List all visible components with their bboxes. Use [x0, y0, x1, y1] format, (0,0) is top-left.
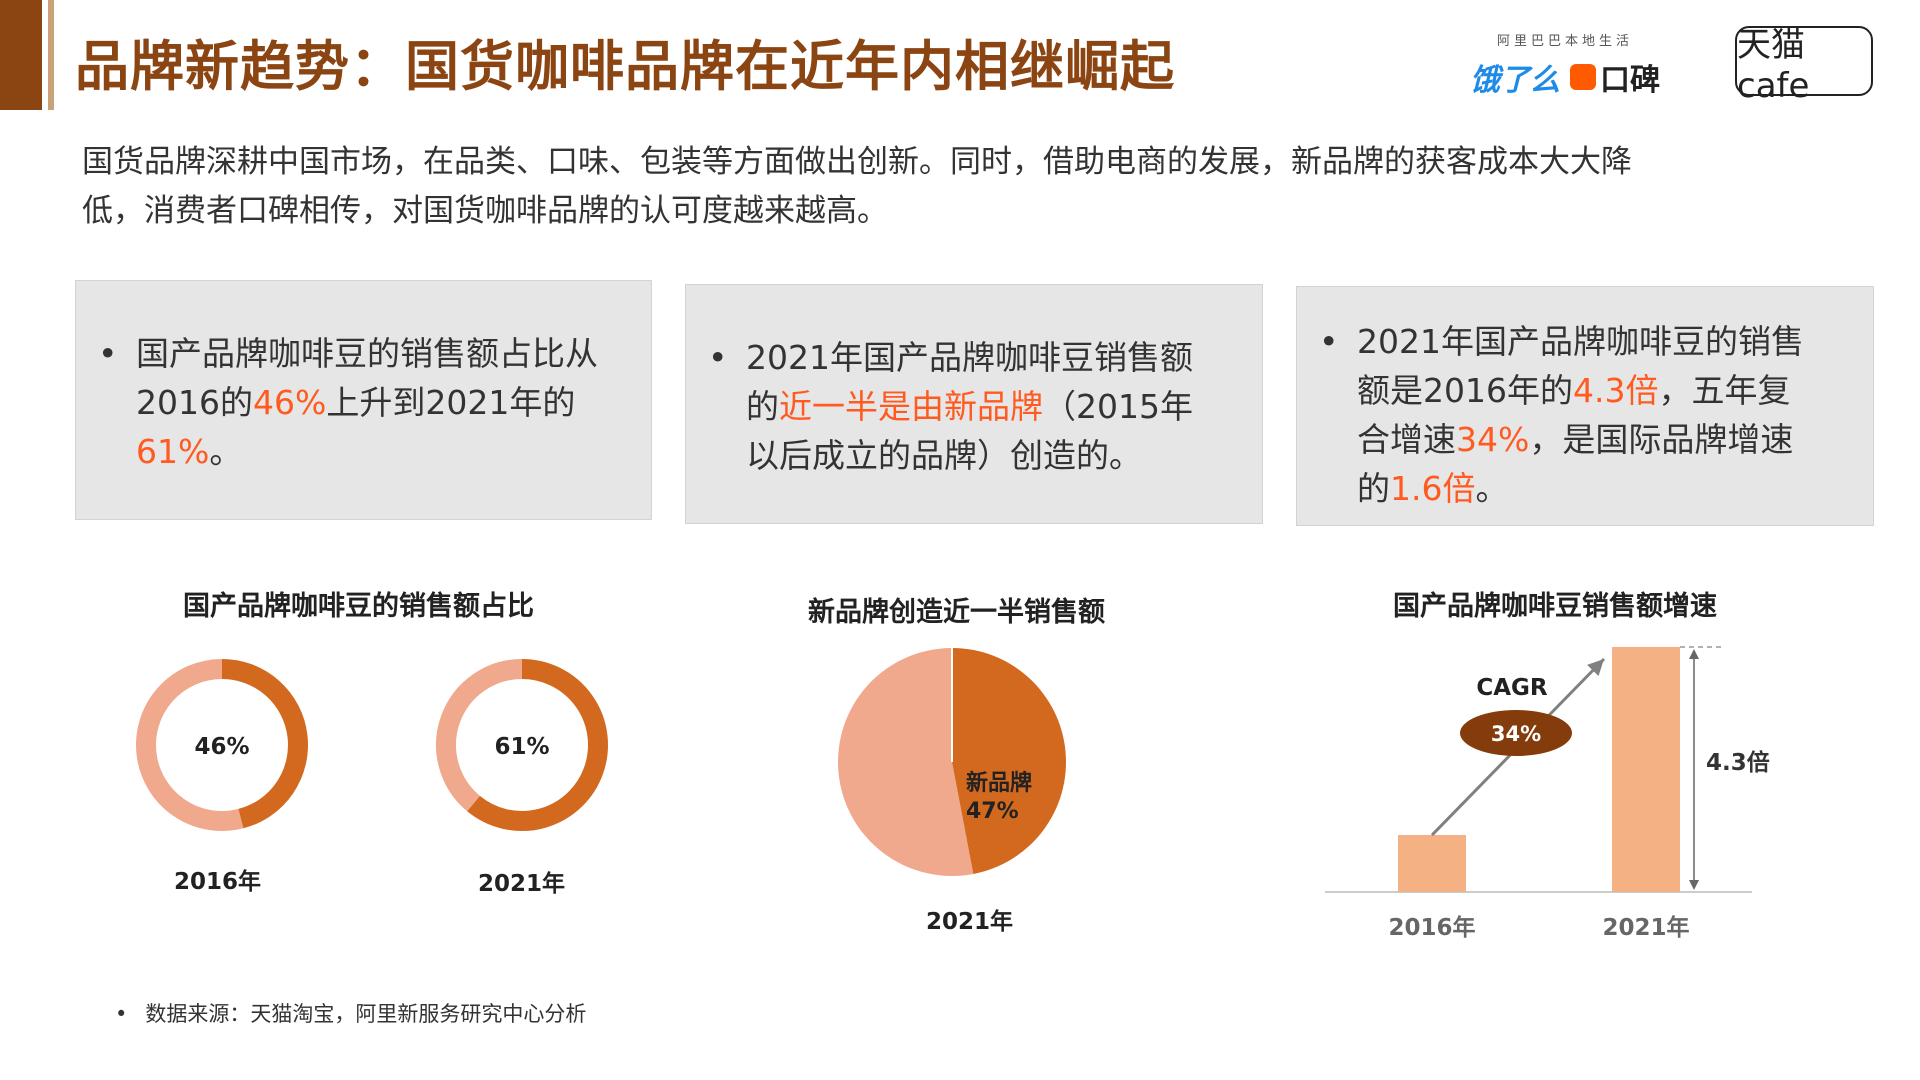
- donut-1-year-label: 2016年: [174, 869, 262, 895]
- donut-chart-title: 国产品牌咖啡豆的销售额占比: [183, 591, 534, 622]
- donut-1-domestic-segment: [221, 659, 308, 829]
- donut-2-rest-segment: [436, 659, 523, 812]
- source-bullet: •: [115, 1002, 128, 1026]
- pie-chart-title: 新品牌创造近一半销售额: [808, 597, 1105, 628]
- pie-other-slice: [838, 648, 974, 876]
- card-text: 。: [209, 432, 243, 471]
- bar-chart-title: 国产品牌咖啡豆销售额增速: [1393, 591, 1717, 622]
- card-highlight: 1.6倍: [1390, 469, 1476, 508]
- card-bullet: •: [1319, 322, 1339, 361]
- koubei-icon: [1570, 64, 1596, 90]
- page-title: 品牌新趋势：国货咖啡品牌在近年内相继崛起: [75, 35, 1175, 98]
- title-accent-line: [48, 0, 54, 110]
- alibaba-local-label: 阿里巴巴本地生活: [1496, 34, 1633, 49]
- card-text: ，是国际品牌增速的: [1357, 420, 1794, 508]
- card-text: ，五年复合增速: [1357, 371, 1791, 459]
- card-highlight: 近一半是由新品牌: [779, 387, 1043, 426]
- pie-slice-value-label: 47%: [966, 799, 1019, 824]
- cagr-label: CAGR: [1476, 675, 1548, 701]
- title-accent-bar: [0, 0, 42, 110]
- donut-1-rest-segment: [136, 659, 244, 831]
- intro-paragraph: 国货品牌深耕中国市场，在品类、口味、包装等方面做出创新。同时，借助电商的发展，新…: [82, 144, 1632, 229]
- koubei-logo: 口碑: [1570, 55, 1660, 99]
- donut-2-value-label: 61%: [494, 734, 549, 760]
- cagr-value-label: 34%: [1491, 722, 1541, 746]
- multiple-arrow-up-icon: [1689, 649, 1699, 659]
- card-text: 国产品牌咖啡豆的销售额占比从2016的: [136, 334, 598, 422]
- eleme-logo: 饿了么: [1470, 63, 1560, 98]
- card-highlight: 46%: [252, 383, 327, 422]
- tmall-cafe-logo: 天猫cafe: [1735, 25, 1873, 106]
- card-text: （2015年以后成立的品牌）创造的。: [746, 387, 1193, 475]
- card-highlight: 4.3倍: [1572, 371, 1659, 410]
- card-bullet: •: [708, 338, 728, 377]
- pie-year-label: 2021年: [926, 909, 1014, 935]
- bar-1-category-label: 2016年: [1388, 914, 1475, 941]
- card-highlight: 34%: [1456, 420, 1530, 459]
- source-text: 数据来源：天猫淘宝，阿里新服务研究中心分析: [145, 1002, 587, 1026]
- growth-arrow-head-icon: [1587, 659, 1604, 677]
- finding-card-3: • 2021年国产品牌咖啡豆的销售额是2016年的4.3倍，五年复合增速34%，…: [1296, 286, 1874, 526]
- bar-2: [1612, 647, 1680, 892]
- card-text: 。: [1475, 469, 1509, 508]
- tmall-cafe-label: 天猫cafe: [1737, 24, 1810, 106]
- donut-2-year-label: 2021年: [478, 871, 566, 897]
- finding-card-2: • 2021年国产品牌咖啡豆销售额的近一半是由新品牌（2015年以后成立的品牌）…: [685, 284, 1263, 524]
- multiple-label: 4.3倍: [1706, 749, 1770, 776]
- finding-card-1: • 国产品牌咖啡豆的销售额占比从2016的46%上升到2021年的 61%。: [75, 280, 652, 520]
- card-highlight: 61%: [136, 432, 210, 471]
- card-text: 2021年国产品牌咖啡豆销售额的: [746, 338, 1193, 426]
- card-bullet: •: [98, 334, 118, 373]
- donut-1-value-label: 46%: [194, 734, 249, 760]
- pie-slice-name-label: 新品牌: [966, 770, 1032, 796]
- koubei-label: 口碑: [1600, 63, 1660, 98]
- card-text: 2021年国产品牌咖啡豆的销售额是2016年的: [1357, 322, 1804, 410]
- bar-2-category-label: 2021年: [1602, 914, 1689, 941]
- bar-1: [1398, 835, 1466, 892]
- source-note: • 数据来源：天猫淘宝，阿里新服务研究中心分析: [115, 998, 586, 1028]
- card-text: 上升到2021年的: [326, 383, 576, 422]
- alibaba-local-logo: 阿里巴巴本地生活 饿了么 口碑: [1470, 30, 1660, 99]
- cagr-badge: [1460, 710, 1572, 756]
- donut-2-domestic-segment: [467, 659, 608, 831]
- pie-new-brand-slice: [952, 648, 1067, 874]
- multiple-arrow-down-icon: [1689, 880, 1699, 890]
